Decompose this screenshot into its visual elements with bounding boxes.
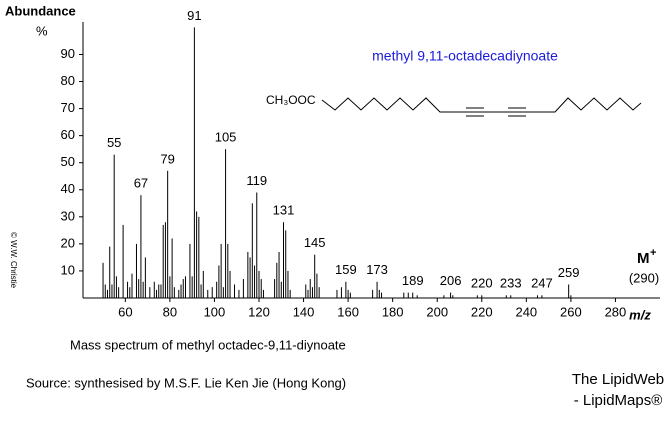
y-axis-unit: % [36,23,48,38]
molecular-ion-mz: (290) [629,270,659,285]
x-tick-label: 80 [163,304,177,319]
chart-title: methyl 9,11-octadecadiynoate [372,48,558,64]
x-tick-label: 160 [337,304,359,319]
peak-label: 145 [304,235,326,250]
structure-head: CH₃OOC [266,93,316,107]
peak-label: 91 [187,8,201,23]
peak-label: 233 [500,276,522,291]
structure [321,97,642,117]
y-tick-label: 40 [61,181,75,196]
y-tick-label: 10 [61,262,75,277]
peak-label: 206 [440,273,462,288]
x-tick-label: 140 [293,304,315,319]
peak-label: 247 [531,276,553,291]
y-tick-label: 20 [61,235,75,250]
y-tick-label: 30 [61,208,75,223]
copyright: © W.W. Christie [9,232,18,289]
credit: - LipidMaps® [574,392,663,409]
peak-label: 131 [273,203,295,218]
y-tick-label: 50 [61,154,75,169]
x-axis-label: m/z [629,307,651,322]
x-tick-label: 60 [118,304,132,319]
peak-label: 159 [335,262,357,277]
peak-label: 173 [366,262,388,277]
molecular-ion: M [637,250,650,267]
x-tick-label: 240 [515,304,537,319]
x-tick-label: 280 [605,304,627,319]
molecular-ion-charge: + [650,247,656,259]
peak-label: 259 [558,265,580,280]
y-tick-label: 90 [61,46,75,61]
y-tick-label: 70 [61,100,75,115]
x-tick-label: 220 [471,304,493,319]
peak-label: 189 [402,273,424,288]
x-tick-label: 180 [382,304,404,319]
peak-label: 67 [134,176,148,191]
peak-label: 55 [107,135,121,150]
x-tick-label: 200 [426,304,448,319]
source: Source: synthesised by M.S.F. Lie Ken Ji… [26,375,346,390]
x-tick-label: 100 [204,304,226,319]
caption: Mass spectrum of methyl octadec-9,11-diy… [70,337,346,352]
credit: The LipidWeb [572,371,664,388]
y-tick-label: 60 [61,127,75,142]
peak-label: 79 [160,151,174,166]
x-tick-label: 260 [560,304,582,319]
peak-label: 220 [471,276,493,291]
peak-label: 105 [215,130,237,145]
y-tick-label: 80 [61,73,75,88]
peak-label: 119 [246,173,267,188]
y-axis-label: Abundance [5,3,76,18]
x-tick-label: 120 [248,304,270,319]
